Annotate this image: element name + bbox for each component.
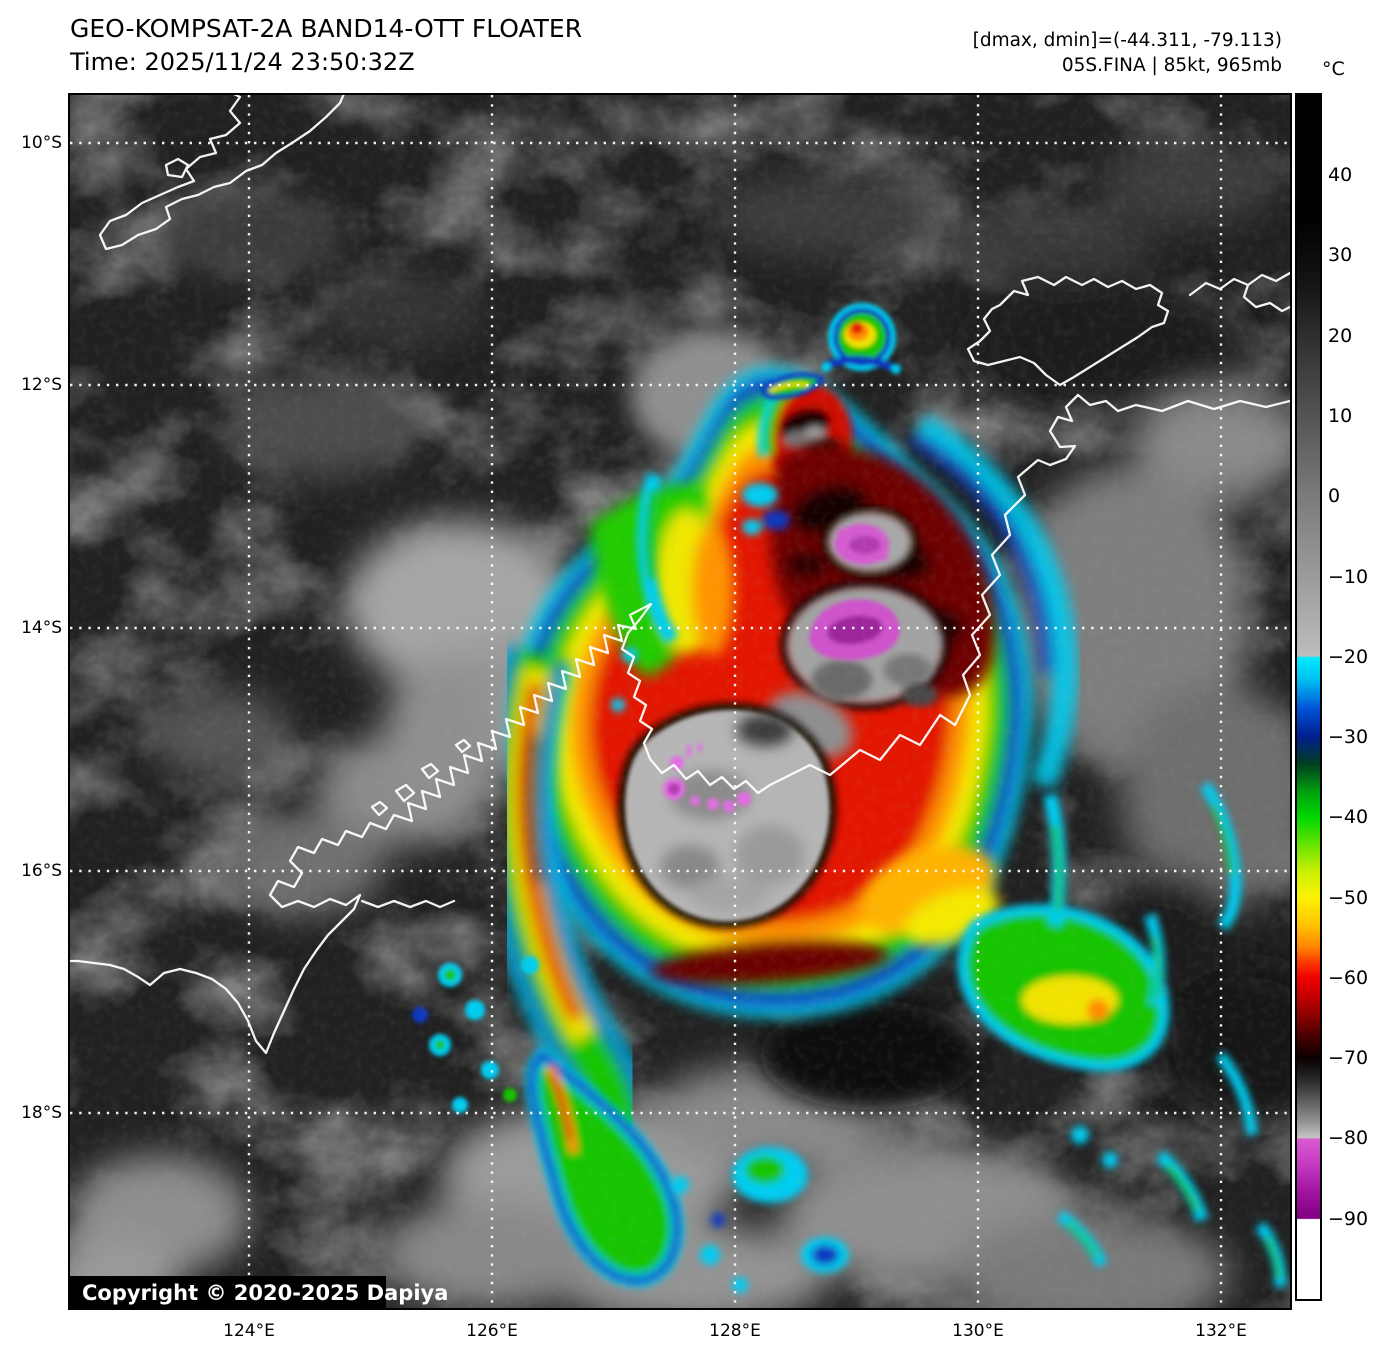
colorbar-tick: 0	[1328, 485, 1341, 507]
grain-overlay	[70, 95, 1290, 1308]
copyright-badge: Copyright © 2020-2025 Dapiya	[70, 1276, 448, 1308]
colorbar-tick: −50	[1328, 887, 1369, 909]
colorbar-tick: −20	[1328, 646, 1369, 668]
colorbar-tick: 40	[1328, 164, 1353, 186]
colorbar-tick: −80	[1328, 1127, 1369, 1149]
dmax-dmin-annotation: [dmax, dmin]=(-44.311, -79.113)	[972, 30, 1282, 51]
storm-info: 05S.FINA | 85kt, 965mb	[1061, 55, 1282, 76]
temperature-colorbar	[1295, 93, 1322, 1301]
colorbar-tick: −70	[1328, 1047, 1369, 1069]
colorbar-tick: −40	[1328, 806, 1369, 828]
copyright-text: Copyright © 2020-2025 Dapiya	[82, 1281, 448, 1305]
lat-label: 10°S	[21, 133, 62, 153]
colorbar-tick: −30	[1328, 726, 1369, 748]
lat-label: 12°S	[21, 375, 62, 395]
lat-label: 16°S	[21, 861, 62, 881]
lat-label: 14°S	[21, 618, 62, 638]
colorbar-tick: 20	[1328, 325, 1353, 347]
colorbar-unit-label: °C	[1322, 58, 1345, 80]
lon-label: 128°E	[709, 1321, 761, 1341]
lon-label: 130°E	[952, 1321, 1004, 1341]
satellite-map: Copyright © 2020-2025 Dapiya	[68, 93, 1292, 1310]
page-title: GEO-KOMPSAT-2A BAND14-OTT FLOATER	[70, 14, 583, 43]
colorbar-tick: −60	[1328, 967, 1369, 989]
colorbar-tick: −10	[1328, 566, 1369, 588]
colorbar-tick: −90	[1328, 1208, 1369, 1230]
colorbar-tick: 30	[1328, 244, 1353, 266]
colorbar-tick: 10	[1328, 405, 1353, 427]
timestamp: Time: 2025/11/24 23:50:32Z	[70, 48, 415, 76]
lat-label: 18°S	[21, 1103, 62, 1123]
lon-label: 132°E	[1195, 1321, 1247, 1341]
lon-label: 124°E	[223, 1321, 275, 1341]
lon-label: 126°E	[466, 1321, 518, 1341]
